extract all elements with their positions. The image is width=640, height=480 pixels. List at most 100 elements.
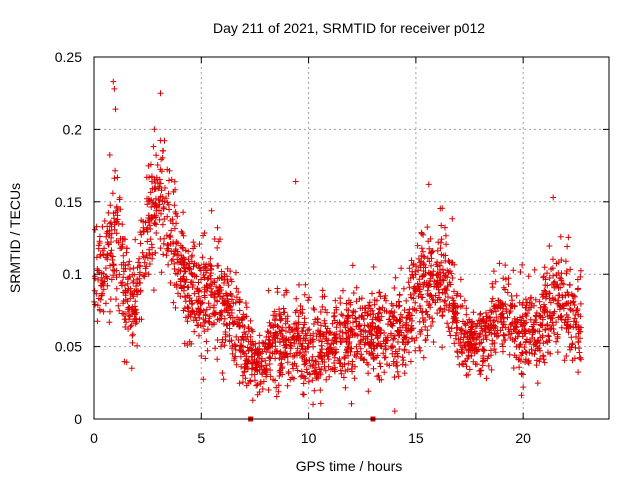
data-point bbox=[130, 293, 137, 300]
data-point bbox=[458, 331, 465, 338]
data-point bbox=[540, 356, 547, 363]
data-point bbox=[99, 290, 106, 297]
data-point bbox=[317, 387, 324, 394]
data-point bbox=[137, 280, 144, 286]
data-point bbox=[293, 295, 300, 302]
data-point bbox=[107, 308, 113, 315]
data-point bbox=[529, 350, 536, 357]
data-point bbox=[287, 342, 293, 349]
data-point bbox=[241, 350, 248, 357]
data-point bbox=[182, 259, 189, 266]
data-point bbox=[194, 322, 201, 329]
data-point bbox=[118, 245, 125, 252]
data-point bbox=[557, 284, 564, 291]
data-point bbox=[429, 318, 436, 325]
data-point bbox=[108, 219, 114, 226]
data-point bbox=[276, 306, 283, 313]
data-point bbox=[546, 275, 553, 281]
data-point bbox=[120, 265, 127, 272]
data-point bbox=[311, 387, 318, 394]
data-point bbox=[554, 300, 561, 307]
y-tick-labels: 0 0.05 0.1 0.15 0.2 0.25 bbox=[55, 49, 82, 427]
data-point bbox=[517, 269, 524, 275]
data-point bbox=[485, 326, 492, 333]
data-point bbox=[180, 232, 187, 239]
data-point bbox=[344, 346, 350, 352]
data-point bbox=[570, 318, 577, 325]
data-point bbox=[267, 340, 274, 347]
data-point bbox=[265, 287, 272, 294]
data-point bbox=[569, 340, 576, 347]
data-point bbox=[490, 308, 497, 315]
data-point bbox=[272, 329, 279, 336]
data-point bbox=[351, 330, 358, 337]
data-point bbox=[528, 294, 535, 301]
data-point bbox=[177, 293, 184, 300]
data-point bbox=[343, 306, 350, 313]
data-point bbox=[131, 271, 138, 278]
data-point bbox=[145, 195, 152, 202]
data-point bbox=[447, 332, 454, 339]
data-point bbox=[260, 378, 267, 385]
data-point bbox=[100, 286, 107, 293]
data-point bbox=[495, 297, 502, 304]
data-point bbox=[522, 348, 529, 355]
data-point bbox=[180, 209, 187, 216]
data-point bbox=[101, 218, 108, 224]
data-point bbox=[550, 256, 556, 263]
data-point bbox=[310, 336, 317, 343]
data-point bbox=[122, 310, 129, 317]
data-point bbox=[572, 293, 578, 300]
data-point bbox=[190, 263, 197, 270]
data-point bbox=[297, 349, 304, 356]
data-point bbox=[465, 338, 472, 345]
data-point bbox=[504, 314, 511, 321]
data-point bbox=[513, 328, 520, 335]
data-point bbox=[565, 234, 572, 241]
data-point bbox=[521, 344, 528, 351]
data-point bbox=[245, 380, 252, 387]
data-point bbox=[328, 341, 335, 348]
data-point bbox=[165, 261, 172, 268]
data-point bbox=[94, 318, 101, 325]
data-point bbox=[200, 307, 207, 314]
data-point bbox=[138, 231, 145, 238]
data-point bbox=[202, 264, 209, 271]
data-point bbox=[467, 328, 474, 335]
data-point bbox=[311, 370, 318, 377]
data-point bbox=[489, 284, 496, 291]
data-point bbox=[294, 367, 301, 374]
data-point bbox=[188, 297, 195, 304]
data-point bbox=[407, 275, 414, 282]
data-point bbox=[111, 215, 117, 222]
data-point bbox=[502, 276, 509, 283]
data-point bbox=[219, 275, 226, 281]
data-point bbox=[492, 349, 499, 356]
data-point bbox=[292, 178, 299, 185]
data-point bbox=[122, 282, 128, 289]
data-point bbox=[503, 306, 510, 313]
data-point bbox=[208, 285, 215, 292]
data-point bbox=[557, 233, 564, 240]
data-point bbox=[214, 262, 221, 269]
data-point bbox=[181, 255, 187, 262]
data-point bbox=[451, 288, 457, 295]
data-point bbox=[196, 332, 202, 339]
data-point bbox=[549, 315, 556, 322]
data-point bbox=[555, 270, 562, 276]
data-point bbox=[116, 307, 123, 314]
data-point bbox=[529, 331, 536, 338]
data-point bbox=[564, 289, 571, 296]
data-point bbox=[517, 358, 524, 364]
data-point bbox=[324, 325, 331, 332]
data-point bbox=[416, 318, 423, 325]
data-point bbox=[180, 245, 186, 252]
data-point bbox=[484, 355, 491, 362]
data-point bbox=[472, 341, 479, 348]
data-point bbox=[405, 279, 412, 286]
data-point bbox=[544, 313, 551, 320]
data-point bbox=[337, 300, 344, 306]
data-point bbox=[436, 306, 443, 313]
data-point bbox=[310, 330, 317, 337]
data-point bbox=[472, 361, 479, 368]
